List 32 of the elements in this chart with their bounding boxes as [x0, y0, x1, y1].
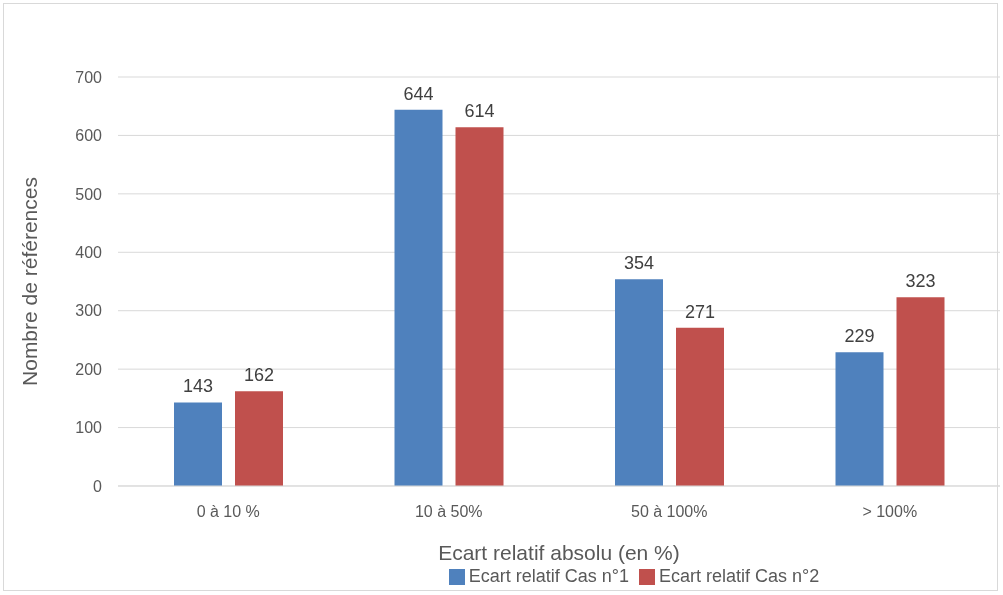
bar	[394, 109, 443, 486]
y-tick-label: 600	[75, 127, 103, 145]
data-label: 143	[182, 376, 214, 397]
bar	[615, 279, 663, 486]
y-axis-title: Nombre de références	[18, 177, 42, 386]
y-tick-label: 100	[75, 419, 103, 437]
legend-label: Ecart relatif Cas n°1	[468, 566, 629, 586]
y-tick-label: 700	[75, 68, 103, 86]
x-tick-label: 10 à 50%	[414, 503, 483, 521]
bar	[676, 327, 724, 486]
x-tick-label: 0 à 10 %	[196, 503, 260, 521]
y-tick-label: 300	[75, 302, 103, 320]
data-label: 354	[623, 253, 655, 274]
data-label: 271	[684, 301, 716, 322]
y-tick-label: 500	[75, 185, 103, 203]
bar	[896, 297, 945, 486]
x-tick-label: > 100%	[862, 503, 918, 521]
data-label: 162	[243, 365, 275, 386]
bar	[835, 352, 884, 486]
x-axis-title: Ecart relatif absolu (en %)	[438, 541, 680, 564]
bar	[174, 402, 222, 486]
bar	[455, 127, 504, 486]
y-tick-label: 400	[75, 243, 103, 261]
data-label: 229	[844, 326, 875, 347]
bar	[235, 391, 283, 486]
legend-label: Ecart relatif Cas n°2	[659, 566, 820, 586]
x-tick-label: 50 à 100%	[630, 503, 708, 521]
y-tick-label: 0	[93, 477, 103, 495]
data-label: 644	[403, 83, 434, 104]
data-label: 614	[464, 101, 495, 122]
y-tick-label: 200	[75, 360, 103, 378]
data-label: 323	[905, 271, 936, 292]
